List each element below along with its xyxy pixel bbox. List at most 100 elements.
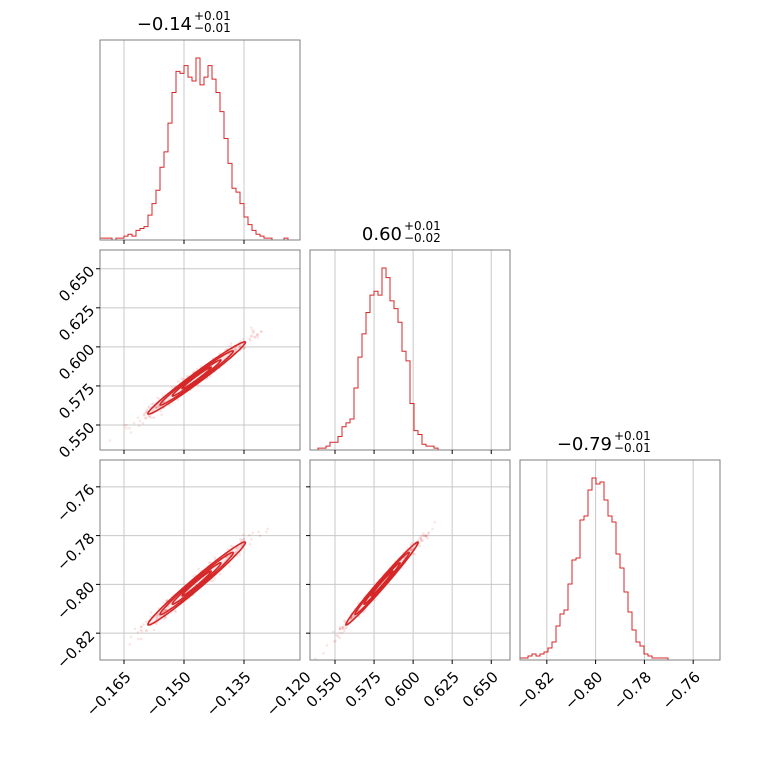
scatter-point — [345, 626, 348, 629]
scatter-point — [431, 527, 434, 531]
scatter-point — [373, 598, 377, 602]
scatter-point — [226, 555, 230, 559]
panel-frame — [99, 39, 301, 241]
scatter-point — [241, 338, 245, 341]
scatter-point — [255, 334, 259, 337]
scatter-point — [250, 335, 253, 338]
scatter-point — [250, 334, 253, 338]
scatter-point — [343, 619, 347, 622]
scatter-point — [163, 617, 166, 621]
diagonal-panel-1 — [309, 249, 511, 454]
scatter-point — [410, 548, 413, 551]
scatter-point — [266, 527, 269, 531]
panel-frame — [519, 459, 721, 661]
scatter-point — [157, 607, 160, 610]
y-tick-label-2-0: −0.82 — [53, 627, 98, 672]
scatter-point — [243, 537, 246, 541]
scatter-point — [248, 337, 251, 340]
y-tick-label-1-3: 0.625 — [55, 301, 98, 344]
y-tick-label-2-1: −0.80 — [53, 578, 98, 623]
scatter-point — [164, 616, 167, 619]
scatter-point — [235, 547, 239, 551]
scatter-point — [125, 423, 128, 427]
scatter-point — [138, 419, 142, 423]
scatter-point — [140, 629, 144, 633]
scatter-point — [334, 639, 337, 643]
scatter-point — [208, 375, 212, 378]
scatter-point — [154, 405, 157, 409]
scatter-point — [257, 530, 260, 534]
scatter-point — [164, 608, 168, 612]
contour-level-0 — [181, 570, 213, 597]
contour-level-1 — [171, 359, 222, 397]
scatter-point — [170, 386, 173, 389]
scatter-point — [234, 347, 237, 351]
scatter-point — [159, 615, 162, 618]
scatter-point — [142, 623, 145, 626]
scatter-point — [152, 416, 156, 420]
x-tick-label-2-3: −0.76 — [659, 668, 704, 713]
scatter-point — [243, 346, 247, 350]
scatter-point — [343, 627, 347, 630]
scatter-point — [143, 414, 146, 417]
scatter-point — [248, 533, 251, 537]
histogram-line-1 — [310, 267, 510, 451]
scatter-point — [149, 611, 153, 614]
scatter-point — [357, 615, 361, 618]
scatter-panel-2-1 — [306, 459, 511, 664]
scatter-point — [144, 416, 147, 420]
contour-level-0 — [370, 570, 394, 597]
title-upper: +0.01 — [194, 9, 231, 23]
scatter-point — [341, 631, 344, 635]
scatter-point — [241, 538, 244, 541]
scatter-point — [419, 536, 422, 540]
scatter-point — [250, 538, 253, 541]
scatter-point — [433, 520, 437, 524]
scatter-point — [410, 542, 414, 545]
scatter-point — [341, 625, 344, 629]
contour-fill — [147, 542, 246, 625]
scatter-point — [158, 405, 161, 408]
scatter-point — [147, 405, 151, 408]
scatter-point — [420, 539, 423, 543]
scatter-point — [350, 616, 353, 620]
scatter-point — [239, 538, 242, 541]
scatter-point — [332, 640, 336, 643]
y-tick-label-1-0: 0.550 — [55, 419, 98, 462]
scatter-point — [424, 534, 428, 537]
histogram-line-0 — [100, 57, 300, 241]
scatter-point — [338, 631, 342, 635]
scatter-point — [335, 633, 339, 637]
panel-title-1: 0.60 +0.01−0.02 — [362, 219, 441, 245]
title-value: −0.14 — [137, 14, 192, 35]
scatter-point — [139, 628, 142, 632]
scatter-point — [419, 537, 423, 540]
scatter-point — [139, 625, 143, 629]
scatter-point — [242, 533, 245, 537]
scatter-point — [423, 533, 427, 537]
x-tick-label-1-2: 0.600 — [381, 668, 424, 711]
scatter-point — [226, 548, 230, 551]
x-tick-label-1-3: 0.625 — [420, 668, 463, 711]
scatter-point — [426, 534, 429, 537]
scatter-point — [338, 625, 342, 629]
scatter-point — [185, 374, 189, 378]
scatter-point — [229, 342, 233, 345]
scatter-point — [176, 379, 180, 383]
scatter-point — [136, 416, 140, 420]
scatter-point — [211, 579, 215, 583]
scatter-point — [405, 547, 409, 550]
scatter-point — [136, 631, 140, 634]
scatter-point — [108, 439, 112, 442]
title-lower: −0.01 — [614, 441, 651, 455]
scatter-point — [422, 534, 426, 538]
scatter-point — [413, 553, 417, 556]
scatter-point — [155, 618, 158, 621]
scatter-point — [424, 534, 428, 538]
scatter-point — [123, 423, 126, 427]
scatter-point — [250, 326, 253, 330]
scatter-point — [339, 627, 342, 631]
scatter-point — [322, 652, 325, 655]
scatter-point — [332, 630, 335, 634]
